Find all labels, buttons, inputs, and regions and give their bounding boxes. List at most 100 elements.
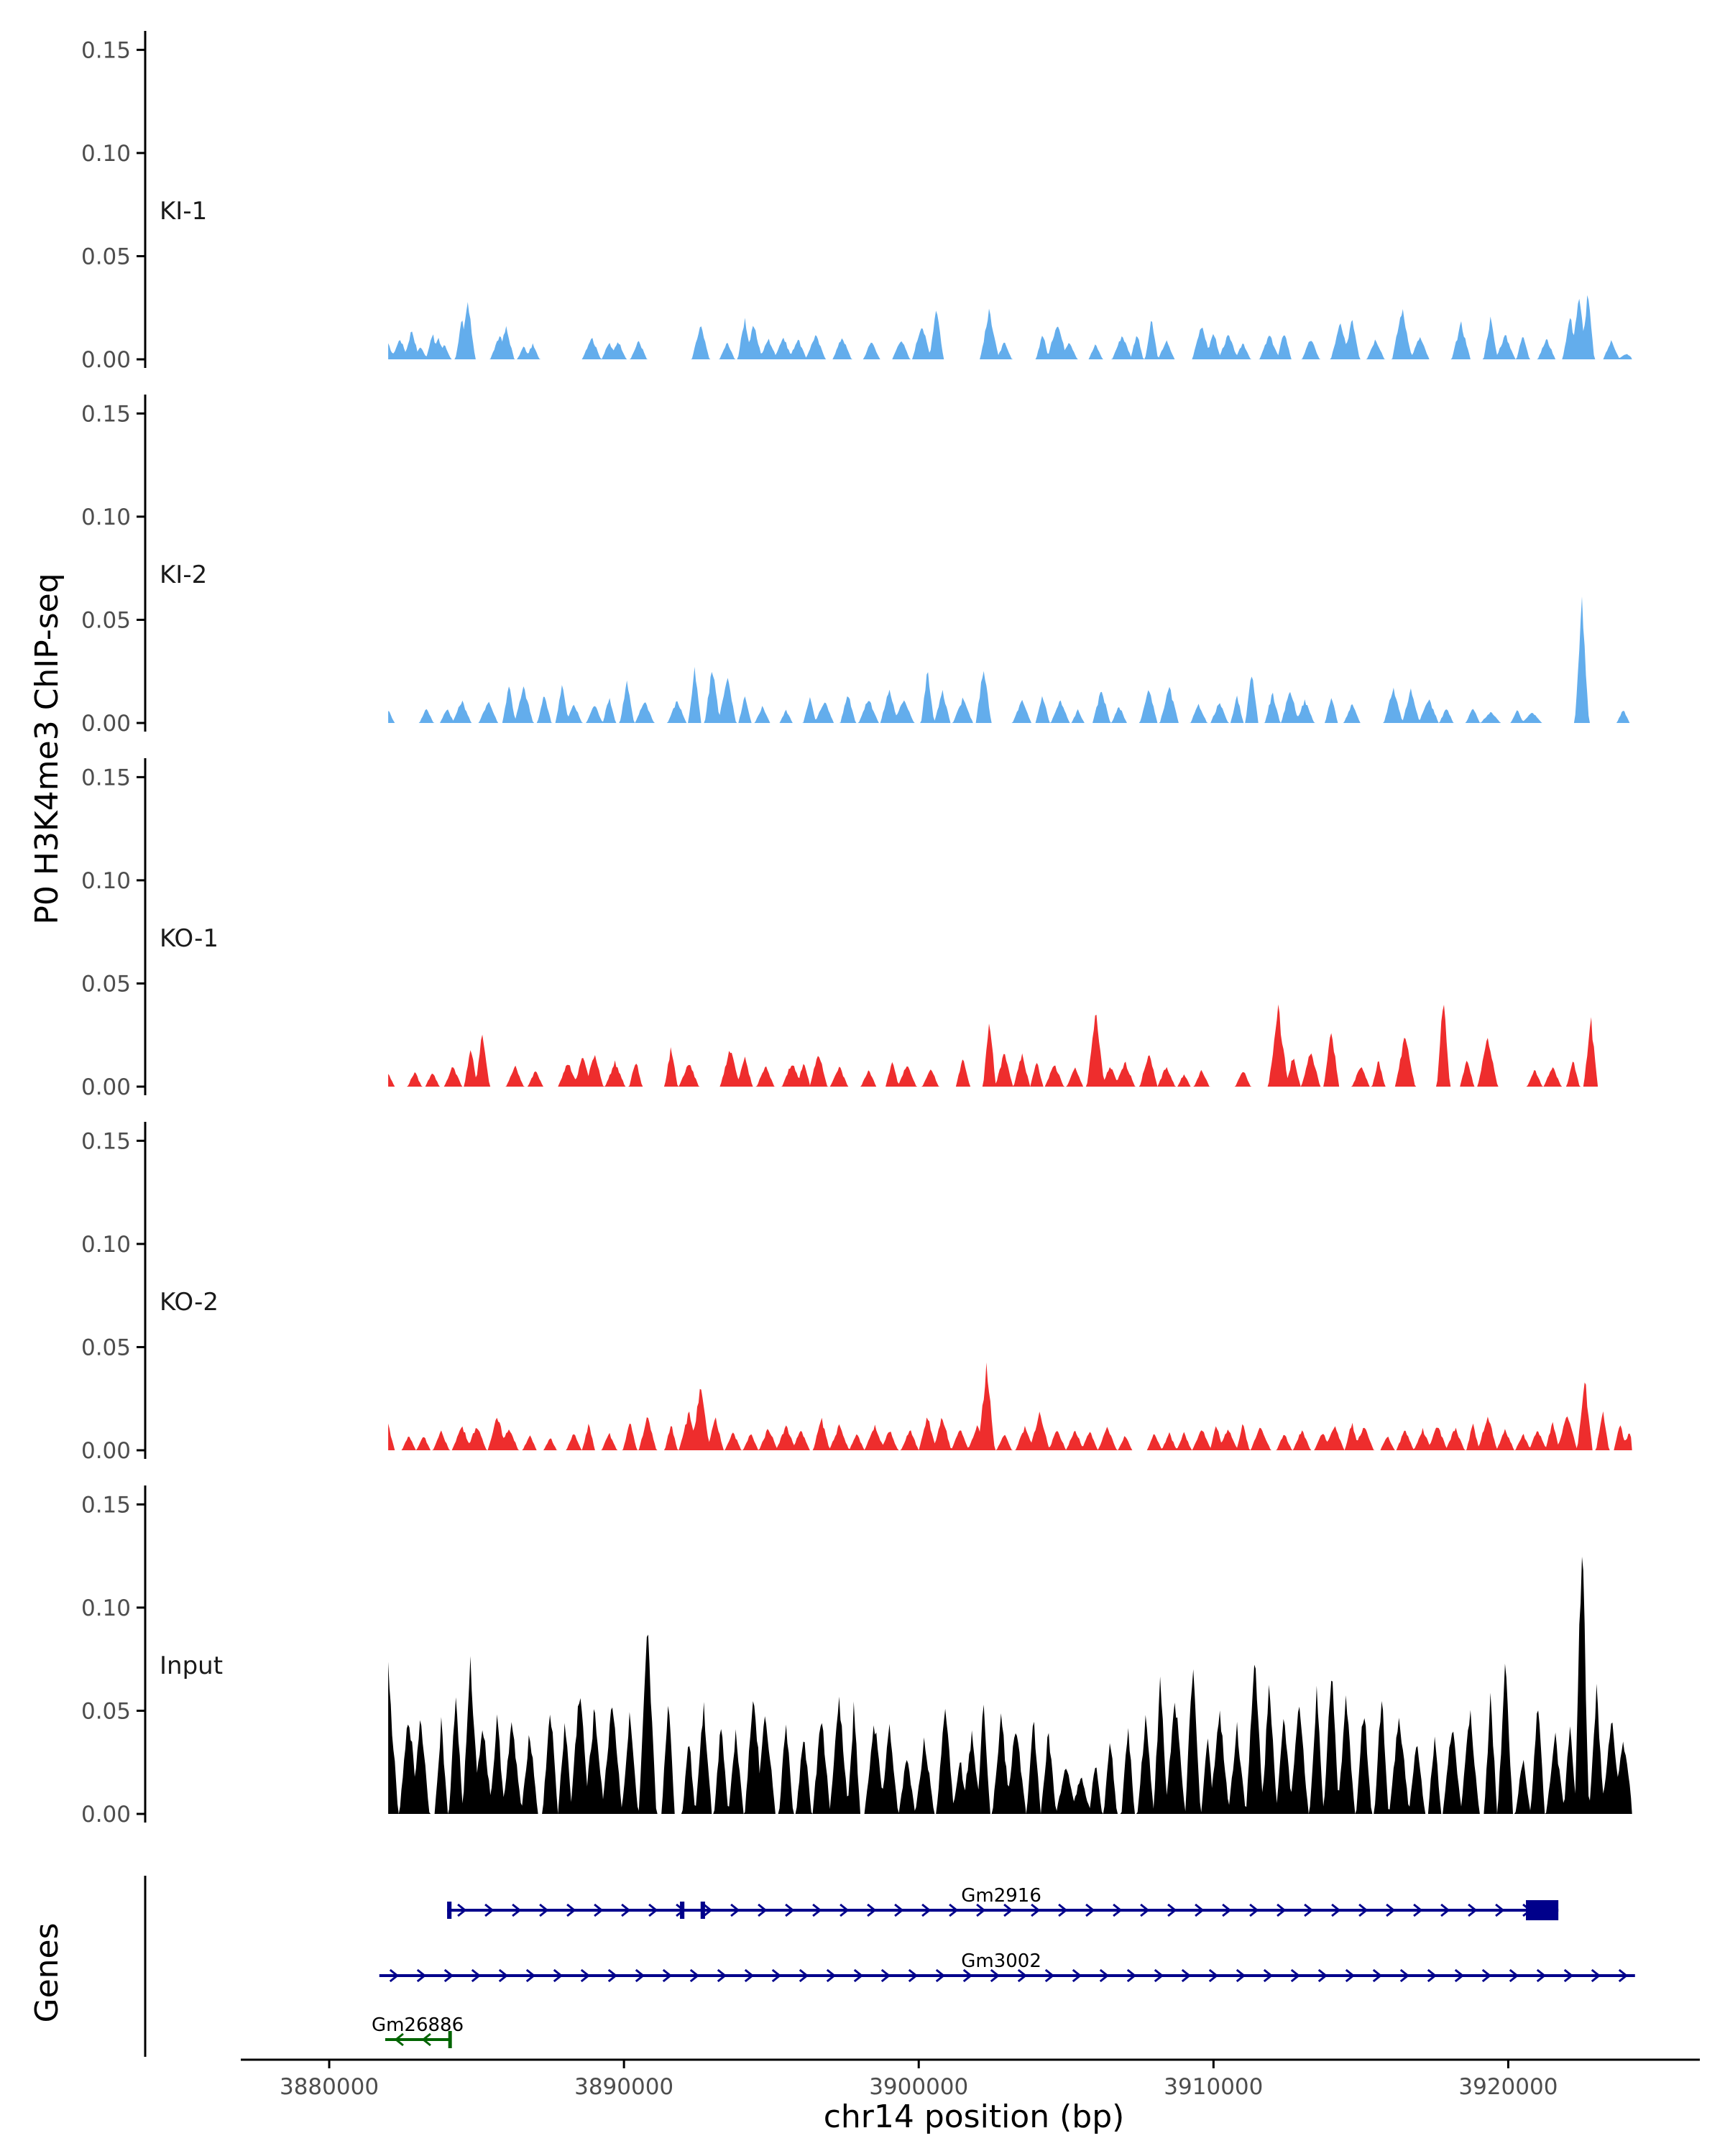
- exon-block: [700, 1902, 705, 1919]
- strand-chevron: [689, 1968, 700, 1983]
- track-label: KI-1: [160, 197, 207, 226]
- strand-chevron: [771, 1968, 782, 1983]
- track-ko-1: 0.00 0.05 0.10 0.15 KO-1: [81, 758, 1632, 1100]
- strand-chevron: [1290, 1968, 1301, 1983]
- strand-chevron: [812, 1903, 822, 1917]
- strand-chevron: [976, 1903, 986, 1917]
- y-tick-label: 0.00: [81, 1802, 131, 1828]
- y-tick-label: 0.10: [81, 141, 131, 167]
- strand-chevron: [758, 1903, 768, 1917]
- strand-chevron: [1563, 1968, 1574, 1983]
- signal-area-ko-1: [388, 1004, 1632, 1087]
- strand-chevron: [1222, 1903, 1232, 1917]
- y-tick-label: 0.00: [81, 347, 131, 373]
- track-input: 0.00 0.05 0.10 0.15 Input: [81, 1485, 1632, 1828]
- strand-chevron: [512, 1903, 522, 1917]
- strand-chevron: [1399, 1968, 1410, 1983]
- strand-chevron: [1495, 1903, 1505, 1917]
- strand-chevron: [421, 2032, 431, 2047]
- strand-chevron: [717, 1968, 727, 1983]
- strand-chevron: [1113, 1903, 1123, 1917]
- genes-panel-title: Genes: [29, 1922, 65, 2022]
- strand-chevron: [1085, 1903, 1095, 1917]
- strand-chevron: [1058, 1903, 1068, 1917]
- x-tick-label: 3910000: [1164, 2074, 1263, 2100]
- strand-chevron: [990, 1968, 1000, 1983]
- strand-chevron: [1427, 1968, 1438, 1983]
- track-label: KI-2: [160, 561, 207, 589]
- strand-chevron: [498, 1968, 509, 1983]
- strand-chevron: [1509, 1968, 1519, 1983]
- strand-chevron: [1195, 1903, 1205, 1917]
- strand-chevron: [1345, 1968, 1356, 1983]
- strand-chevron: [1167, 1903, 1177, 1917]
- strand-chevron: [880, 1968, 891, 1983]
- gene-annotation-panel: Gm2916 Gm3002 Gm26886: [144, 1876, 1635, 2057]
- strand-chevron: [1031, 1903, 1041, 1917]
- gene-label: Gm2916: [961, 1885, 1041, 1907]
- strand-chevron: [1044, 1968, 1055, 1983]
- track-label: KO-2: [160, 1288, 218, 1317]
- strand-chevron: [525, 1968, 536, 1983]
- strand-chevron: [1099, 1968, 1110, 1983]
- x-tick-label: 3880000: [280, 2074, 379, 2100]
- exon-block: [680, 1902, 685, 1919]
- signal-area-ki-2: [388, 596, 1632, 723]
- strand-chevron: [1481, 1968, 1492, 1983]
- signal-area-ko-2: [388, 1362, 1632, 1450]
- strand-chevron: [457, 1903, 467, 1917]
- gene-label: Gm26886: [372, 2014, 464, 2036]
- strand-chevron: [1003, 1903, 1013, 1917]
- strand-chevron: [730, 1903, 740, 1917]
- x-axis: 3880000 3890000 3900000 3910000 3920000: [241, 2058, 1700, 2100]
- strand-chevron: [1413, 1903, 1423, 1917]
- strand-chevron: [853, 1968, 864, 1983]
- strand-chevron: [921, 1903, 932, 1917]
- strand-chevron: [1304, 1903, 1314, 1917]
- y-axis-title: P0 H3K4me3 ChIP-seq: [29, 573, 65, 924]
- gene-gm3002: Gm3002: [379, 1950, 1635, 1983]
- track-ki-2: 0.00 0.05 0.10 0.15 KI-2: [81, 395, 1632, 737]
- strand-chevron: [471, 1968, 482, 1983]
- strand-chevron: [935, 1968, 946, 1983]
- strand-chevron: [1263, 1968, 1274, 1983]
- track-ki-1: 0.00 0.05 0.10 0.15 KI-1: [81, 31, 1632, 373]
- y-tick-label: 0.15: [81, 401, 131, 427]
- y-tick-label: 0.05: [81, 244, 131, 270]
- y-tick-label: 0.05: [81, 1698, 131, 1724]
- track-label: KO-1: [160, 924, 218, 953]
- x-tick-label: 3900000: [869, 2074, 968, 2100]
- y-tick-label: 0.00: [81, 1074, 131, 1100]
- strand-chevron: [867, 1903, 877, 1917]
- strand-chevron: [1386, 1903, 1396, 1917]
- x-tick-label: 3890000: [574, 2074, 673, 2100]
- strand-chevron: [1618, 1968, 1629, 1983]
- strand-chevron: [416, 1968, 427, 1983]
- strand-chevron: [635, 1968, 645, 1983]
- y-tick-label: 0.10: [81, 1595, 131, 1621]
- strand-chevron: [1317, 1968, 1328, 1983]
- exon-block: [1526, 1900, 1559, 1920]
- strand-chevron: [648, 1903, 658, 1917]
- strand-chevron: [443, 1968, 454, 1983]
- y-tick-label: 0.10: [81, 1232, 131, 1258]
- y-tick-label: 0.10: [81, 868, 131, 894]
- strand-chevron: [1358, 1903, 1368, 1917]
- y-tick-label: 0.15: [81, 1492, 131, 1518]
- strand-chevron: [1208, 1968, 1219, 1983]
- strand-chevron: [1072, 1968, 1082, 1983]
- y-tick-label: 0.05: [81, 607, 131, 633]
- strand-chevron: [1017, 1968, 1028, 1983]
- strand-chevron: [1468, 1903, 1478, 1917]
- strand-chevron: [1181, 1968, 1192, 1983]
- strand-chevron: [1440, 1903, 1450, 1917]
- strand-chevron: [662, 1968, 673, 1983]
- strand-chevron: [703, 1903, 713, 1917]
- strand-chevron: [894, 1903, 904, 1917]
- strand-chevron: [1249, 1903, 1259, 1917]
- strand-chevron: [607, 1968, 618, 1983]
- strand-chevron: [1126, 1968, 1137, 1983]
- exon-block: [447, 1902, 452, 1919]
- strand-chevron: [1372, 1968, 1383, 1983]
